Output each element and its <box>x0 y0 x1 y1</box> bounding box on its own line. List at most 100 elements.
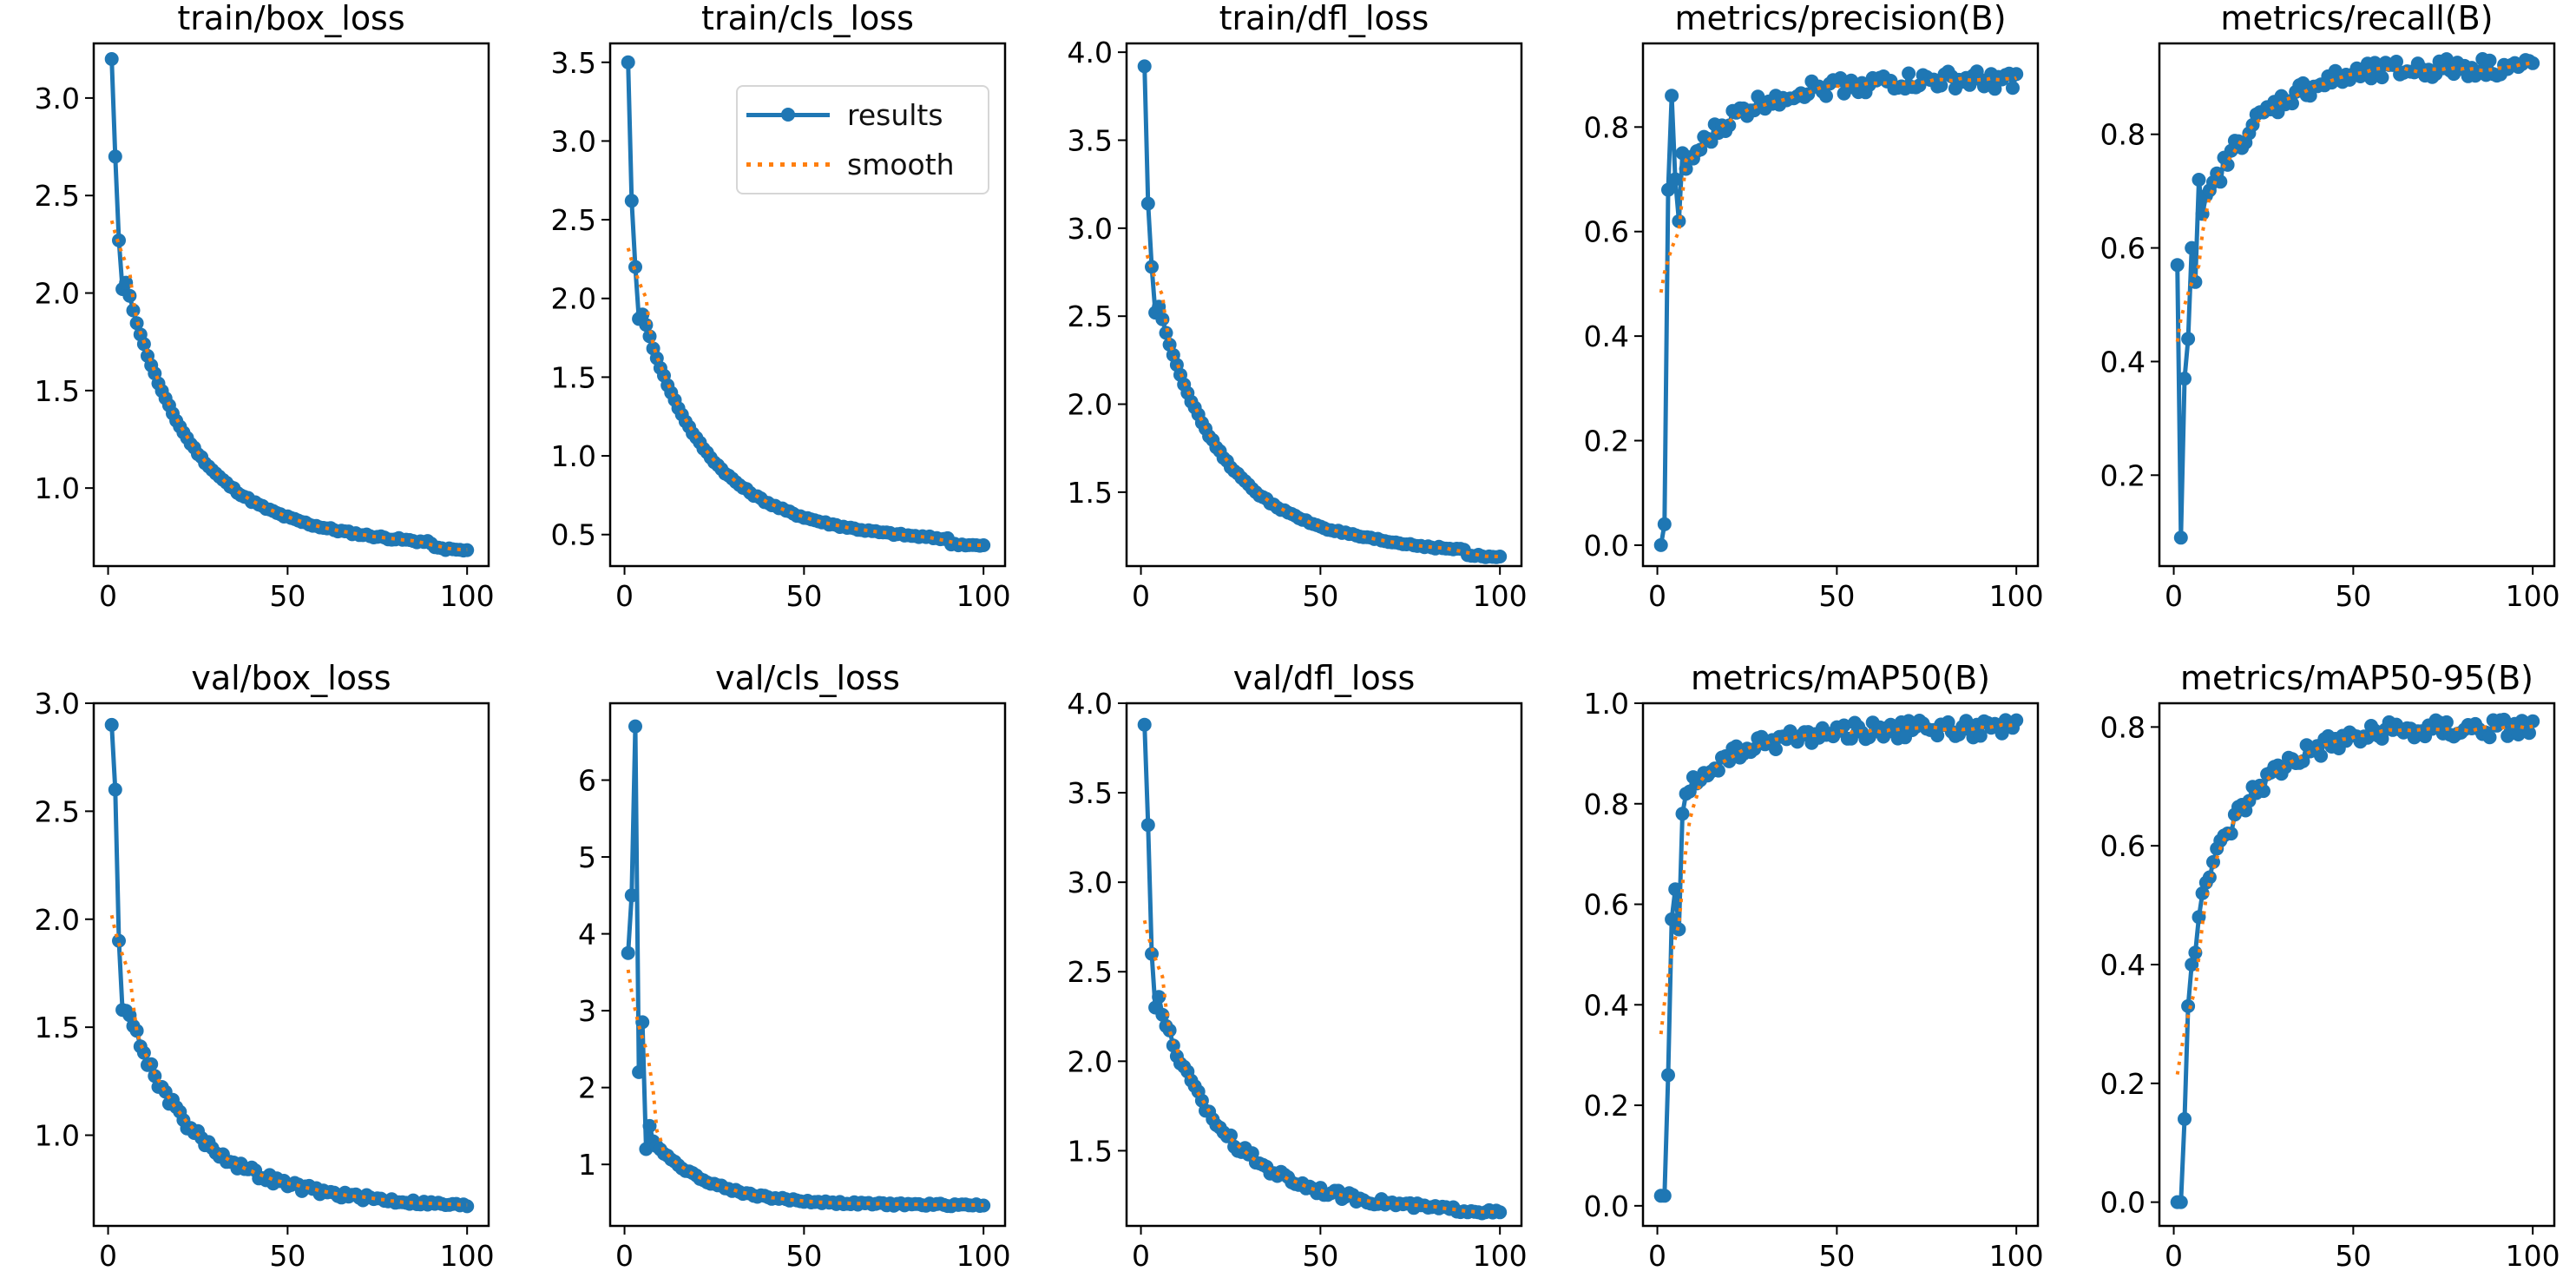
y-tick-label: 1.0 <box>551 439 596 473</box>
results-point <box>104 52 119 66</box>
results-point <box>2009 67 2024 82</box>
results-point <box>1675 807 1690 821</box>
subplot-8: metrics/mAP50(B) 0 50 100 0.0 0.2 0.4 0.6 0.8 1.0 <box>1584 659 2044 1273</box>
y-tick-label: 0.5 <box>551 518 596 552</box>
results-point <box>1837 718 1851 733</box>
results-point <box>2224 827 2238 841</box>
results-point <box>2245 117 2260 132</box>
x-tick-label: 50 <box>1302 1239 1338 1273</box>
results-point <box>1973 728 1988 743</box>
results-point <box>2202 870 2217 885</box>
y-tick-label: 1.5 <box>1068 476 1113 510</box>
y-tick-label: 3.0 <box>1068 866 1113 899</box>
results-point <box>2375 70 2389 85</box>
x-tick-label: 0 <box>615 1239 634 1273</box>
axes-frame <box>1641 702 2040 1228</box>
smooth-line <box>109 220 468 552</box>
x-tick-label: 0 <box>2165 1239 2183 1273</box>
subplot-9: metrics/mAP50-95(B) 0 50 100 0.0 0.2 0.4 0.6 0.8 <box>2100 659 2560 1273</box>
results-point <box>621 55 635 69</box>
results-point <box>1934 78 1948 93</box>
y-tick-label: 1.0 <box>35 471 80 505</box>
x-tick-label: 50 <box>1302 579 1338 613</box>
x-tick-label: 100 <box>440 579 495 613</box>
y-tick-label: 5 <box>578 840 596 874</box>
x-tick-label: 0 <box>1648 1239 1666 1273</box>
results-point <box>1140 196 1155 211</box>
axes-frame <box>608 42 1007 568</box>
results-point <box>1819 89 1833 103</box>
y-tick-label: 2.0 <box>35 903 80 937</box>
results-point <box>122 288 137 303</box>
y-tick-label: 4.0 <box>1068 687 1113 721</box>
results-point <box>635 307 650 322</box>
results-point <box>2497 712 2512 727</box>
results-point <box>2006 81 2020 96</box>
results-point <box>2178 372 2192 386</box>
results-point <box>2314 748 2329 763</box>
subplot-title: metrics/recall(B) <box>2220 0 2493 37</box>
results-point <box>108 782 122 797</box>
results-point <box>1493 550 1508 563</box>
x-tick-label: 100 <box>956 579 1011 613</box>
results-point <box>1672 214 1686 228</box>
legend-smooth-label: smooth <box>847 147 955 181</box>
results-point <box>2188 945 2203 960</box>
smooth-line <box>1142 919 1501 1214</box>
results-point <box>1137 59 1152 74</box>
y-tick-label: 0.2 <box>2100 1067 2146 1101</box>
smooth-line <box>626 247 984 548</box>
x-tick-label: 100 <box>2506 579 2560 613</box>
smooth-line <box>1142 245 1501 559</box>
y-tick-label: 4.0 <box>1068 36 1113 69</box>
results-point <box>1657 1189 1672 1203</box>
results-point <box>1668 172 1683 187</box>
y-tick-label: 0.6 <box>1584 888 1629 922</box>
subplot-title: val/box_loss <box>191 659 391 697</box>
subplot-title: train/cls_loss <box>701 0 914 37</box>
results-line <box>1142 724 1502 1215</box>
x-tick-label: 50 <box>1818 1239 1855 1273</box>
x-tick-label: 50 <box>2335 579 2371 613</box>
subplot-title: val/dfl_loss <box>1233 659 1416 697</box>
x-tick-label: 50 <box>785 1239 822 1273</box>
y-tick-label: 0.6 <box>2100 829 2146 863</box>
y-tick-label: 0.4 <box>1584 320 1629 353</box>
results-point <box>1833 71 1848 85</box>
y-tick-label: 1 <box>578 1148 596 1182</box>
y-tick-label: 0.4 <box>2100 948 2146 982</box>
results-point <box>1661 1068 1675 1083</box>
axes-frame <box>1641 42 2040 568</box>
results-point <box>1166 1038 1180 1053</box>
subplot-title: train/box_loss <box>177 0 404 37</box>
axes-frame <box>92 702 490 1228</box>
y-tick-label: 2.5 <box>551 203 596 237</box>
y-tick-label: 2.5 <box>1068 300 1113 333</box>
results-point <box>1657 517 1672 531</box>
y-tick-label: 2.5 <box>35 794 80 828</box>
results-point <box>1769 742 1783 756</box>
y-tick-label: 2.0 <box>551 282 596 316</box>
legend: results smooth <box>736 85 989 194</box>
y-tick-label: 2.5 <box>1068 955 1113 989</box>
smooth-line <box>1659 76 2018 293</box>
results-point <box>2173 1195 2188 1209</box>
y-tick-label: 0.2 <box>1584 1089 1629 1123</box>
smooth-line <box>2175 61 2533 342</box>
results-point <box>1159 326 1173 340</box>
x-tick-label: 100 <box>440 1239 495 1273</box>
results-point <box>2181 332 2196 346</box>
results-point <box>976 538 991 552</box>
results-point <box>1224 1128 1238 1143</box>
results-point <box>1155 1007 1170 1022</box>
y-tick-label: 1.5 <box>1068 1134 1113 1168</box>
results-point <box>2511 728 2526 741</box>
results-point <box>2185 958 2199 972</box>
results-line <box>2175 56 2534 540</box>
results-point <box>2170 258 2185 273</box>
x-tick-label: 100 <box>956 1239 1011 1273</box>
smooth-line <box>109 914 468 1207</box>
y-tick-label: 0.6 <box>2100 232 2146 266</box>
results-point <box>1162 1023 1177 1038</box>
